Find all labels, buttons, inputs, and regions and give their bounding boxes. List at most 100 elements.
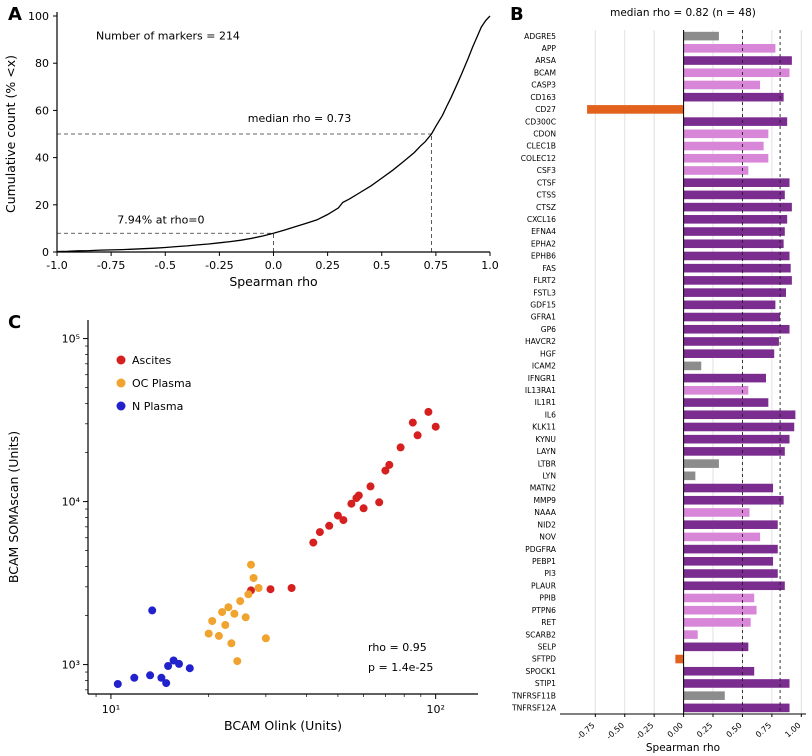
bar-PEBP1: [683, 557, 774, 566]
scatter-point-ascites: [354, 491, 363, 500]
scatter-point-ascites: [266, 585, 275, 594]
bar-NID2: [683, 520, 778, 529]
scatter-point-ascites: [396, 443, 405, 452]
gene-label: EPHA2: [531, 239, 556, 248]
scatter-point-ascites: [333, 511, 342, 520]
bar-CDON: [683, 129, 769, 139]
gene-label: HAVCR2: [525, 337, 556, 346]
bar-TNFRSF11B: [683, 691, 725, 700]
gene-label: CSF3: [537, 166, 556, 175]
bar-CTSZ: [683, 202, 792, 212]
bar-PDGFRA: [683, 544, 778, 554]
bar-KYNU: [683, 434, 790, 444]
bar-APP: [683, 44, 776, 53]
bar-CASP3: [683, 80, 761, 90]
scatter-point-n-plasma: [148, 606, 157, 615]
y-tick-label: 20: [35, 199, 49, 212]
scatter-point-ascites: [381, 466, 390, 475]
bar-PPIB: [683, 593, 755, 603]
panel-a-label: A: [8, 4, 22, 25]
bar-HAVCR2: [683, 337, 779, 346]
gene-label: TNFRSF11B: [511, 691, 556, 700]
bar-LAYN: [683, 447, 785, 456]
annotation: median rho = 0.73: [248, 112, 351, 125]
panel-b-title: median rho = 0.82 (n = 48): [610, 7, 756, 19]
x-tick-label: 0.25: [695, 721, 714, 740]
gene-label: MATN2: [530, 484, 556, 493]
x-axis-label: Spearman rho: [646, 742, 720, 754]
gene-label: LTBR: [538, 459, 557, 468]
scatter-point-ascites: [413, 431, 422, 440]
bar-EPHA2: [683, 239, 784, 249]
bar-SCARB2: [683, 630, 698, 639]
scatter-point-n-plasma: [175, 659, 183, 668]
y-tick-label: 0: [42, 246, 49, 259]
bar-GP6: [683, 324, 790, 334]
bar-IFNGR1: [683, 373, 766, 383]
gene-label: STIP1: [535, 679, 556, 688]
bar-GFRA1: [683, 312, 781, 322]
gene-label: PDGFRA: [525, 545, 557, 554]
scatter-point-oc-plasma: [254, 584, 263, 592]
gene-label: IFNGR1: [528, 374, 556, 383]
gene-label: SFTPD: [532, 655, 556, 664]
y-tick-label: 10⁴: [62, 496, 81, 509]
legend-label: OC Plasma: [132, 377, 191, 390]
bar-CXCL16: [683, 215, 788, 224]
bar-BCAM: [683, 68, 790, 78]
bar-FLRT2: [683, 276, 792, 285]
bar-FAS: [683, 263, 791, 273]
y-axis-label: Cumulative count (% <x): [3, 55, 18, 213]
bar-PLAUR: [683, 581, 785, 591]
x-tick-label: 0.50: [725, 721, 744, 740]
gene-label: RET: [541, 618, 556, 627]
scatter-point-oc-plasma: [218, 608, 227, 617]
panel-a-plot: -1.0 -0.75 -0.5 -0.25 0.0 0.25 0.5 0.75 1.0 0 20 40…: [3, 10, 499, 289]
bar-PI3: [683, 569, 778, 578]
x-tick-label: 10²: [426, 703, 444, 716]
x-tick-label: 0.5: [373, 259, 391, 272]
gene-label: CD300C: [525, 117, 556, 126]
bar-CSF3: [683, 166, 749, 175]
gene-label: IL6: [545, 410, 556, 419]
gene-label: HGF: [540, 349, 556, 358]
scatter-point-ascites: [287, 584, 296, 592]
x-tick-label: 0.75: [424, 259, 449, 272]
scatter-point-oc-plasma: [241, 613, 250, 622]
scatter-point-n-plasma: [162, 679, 171, 688]
x-tick-label: -0.75: [97, 259, 125, 272]
annotation: 7.94% at rho=0: [117, 214, 204, 227]
scatter-point-oc-plasma: [261, 634, 270, 643]
gene-label: CDON: [533, 130, 556, 139]
bar-CTSF: [683, 178, 790, 187]
bar-LYN: [683, 471, 696, 481]
x-tick-label: -1.0: [46, 259, 67, 272]
gene-label: MMP9: [533, 496, 556, 505]
bar-CD300C: [683, 117, 788, 126]
panel-b-chart: median rho = 0.82 (n = 48) ADGRE5 APP ARSA B…: [511, 7, 806, 754]
y-tick-label: 60: [35, 104, 49, 117]
panel-c-plot: 10¹ 10² 10³ 10⁴ 10⁵ BCAM Olink (Units) BCAM SO…: [6, 320, 478, 733]
bar-CD27: [587, 105, 684, 114]
gene-label: GDF15: [530, 301, 556, 310]
bar-CLEC1B: [683, 141, 764, 151]
gene-label: COLEC12: [521, 154, 556, 163]
gene-label: CASP3: [531, 81, 556, 90]
gene-label: APP: [542, 44, 557, 53]
annotation: Number of markers = 214: [96, 30, 240, 43]
gene-label: SCARB2: [525, 630, 556, 639]
gene-label: PEBP1: [532, 557, 556, 566]
x-tick-label: -0.5: [155, 259, 176, 272]
x-tick-label: 1.00: [783, 721, 802, 740]
scatter-point-oc-plasma: [204, 629, 213, 638]
gene-label: FLRT2: [533, 276, 556, 285]
gene-label: CXCL16: [527, 215, 556, 224]
gene-label: PI3: [544, 569, 556, 578]
scatter-point-ascites: [325, 521, 334, 530]
bar-IL6: [683, 410, 796, 420]
panel-b-label: B: [510, 4, 524, 25]
scatter-point-n-plasma: [113, 680, 122, 688]
gene-label: PTPN6: [532, 606, 556, 615]
gene-label: NID2: [537, 520, 556, 529]
